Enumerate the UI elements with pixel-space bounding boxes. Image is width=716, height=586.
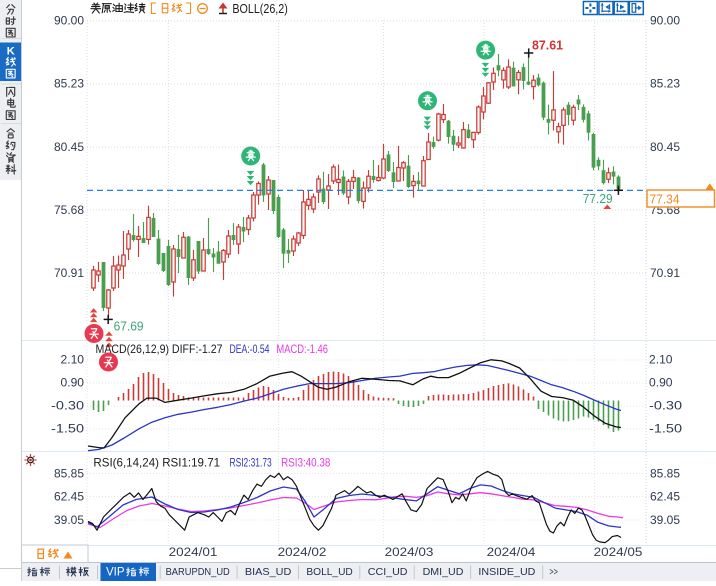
svg-text:DMI_UD: DMI_UD xyxy=(423,566,464,578)
svg-text:0.90: 0.90 xyxy=(649,376,673,390)
svg-text:CCI_UD: CCI_UD xyxy=(368,566,408,578)
svg-text:-1.50: -1.50 xyxy=(649,422,682,436)
svg-text:-0.30: -0.30 xyxy=(51,399,84,413)
svg-text:2024/03: 2024/03 xyxy=(385,547,434,559)
svg-text:2024/05: 2024/05 xyxy=(594,547,643,559)
svg-text:BARUPDN_UD: BARUPDN_UD xyxy=(166,566,231,578)
svg-text:K: K xyxy=(7,45,15,57)
svg-text:0.90: 0.90 xyxy=(61,376,85,390)
svg-text:2024/01: 2024/01 xyxy=(169,547,218,559)
svg-text:70.91: 70.91 xyxy=(650,266,680,280)
svg-text:BIAS_UD: BIAS_UD xyxy=(245,566,292,578)
svg-text:90.00: 90.00 xyxy=(54,14,84,28)
svg-text:MACD(26,12,9) DIFF:-1.27: MACD(26,12,9) DIFF:-1.27 xyxy=(96,342,223,356)
svg-text:INSIDE_UD: INSIDE_UD xyxy=(478,566,535,578)
svg-text:80.45: 80.45 xyxy=(650,140,680,154)
svg-text:VIP: VIP xyxy=(106,567,125,579)
svg-text:2024/02: 2024/02 xyxy=(278,547,327,559)
svg-text:2.10: 2.10 xyxy=(61,353,85,367)
svg-text:85.85: 85.85 xyxy=(54,467,84,481)
svg-text:90.00: 90.00 xyxy=(650,14,680,28)
svg-text:80.45: 80.45 xyxy=(54,140,84,154)
svg-text:-0.30: -0.30 xyxy=(649,399,682,413)
svg-text:RSI2:31.73: RSI2:31.73 xyxy=(230,456,272,470)
svg-text:DEA:-0.54: DEA:-0.54 xyxy=(230,342,270,356)
svg-text:77.34: 77.34 xyxy=(650,191,680,206)
svg-text:77.29: 77.29 xyxy=(583,192,613,206)
svg-text:39.05: 39.05 xyxy=(54,513,84,527)
svg-text:2.10: 2.10 xyxy=(649,353,673,367)
svg-text:67.69: 67.69 xyxy=(114,320,144,334)
svg-text:RSI3:40.38: RSI3:40.38 xyxy=(281,456,330,470)
svg-text:39.05: 39.05 xyxy=(650,513,680,527)
svg-text:62.45: 62.45 xyxy=(54,490,84,504)
svg-text:87.61: 87.61 xyxy=(532,39,563,53)
svg-text:85.85: 85.85 xyxy=(650,467,680,481)
svg-text:70.91: 70.91 xyxy=(54,266,84,280)
svg-text:>>: >> xyxy=(549,566,557,578)
svg-text:2024/04: 2024/04 xyxy=(487,547,536,559)
svg-text:-1.50: -1.50 xyxy=(51,422,84,436)
svg-text:85.23: 85.23 xyxy=(650,77,680,91)
svg-text:BOLL_UD: BOLL_UD xyxy=(306,566,353,578)
svg-text:BOLL(26,2): BOLL(26,2) xyxy=(232,2,287,16)
svg-text:75.68: 75.68 xyxy=(54,203,84,217)
svg-text:MACD:-1.46: MACD:-1.46 xyxy=(276,342,328,356)
svg-text:62.45: 62.45 xyxy=(650,490,680,504)
svg-text:85.23: 85.23 xyxy=(54,77,84,91)
svg-text:RSI(6,14,24) RSI1:19.71: RSI(6,14,24) RSI1:19.71 xyxy=(93,456,220,470)
